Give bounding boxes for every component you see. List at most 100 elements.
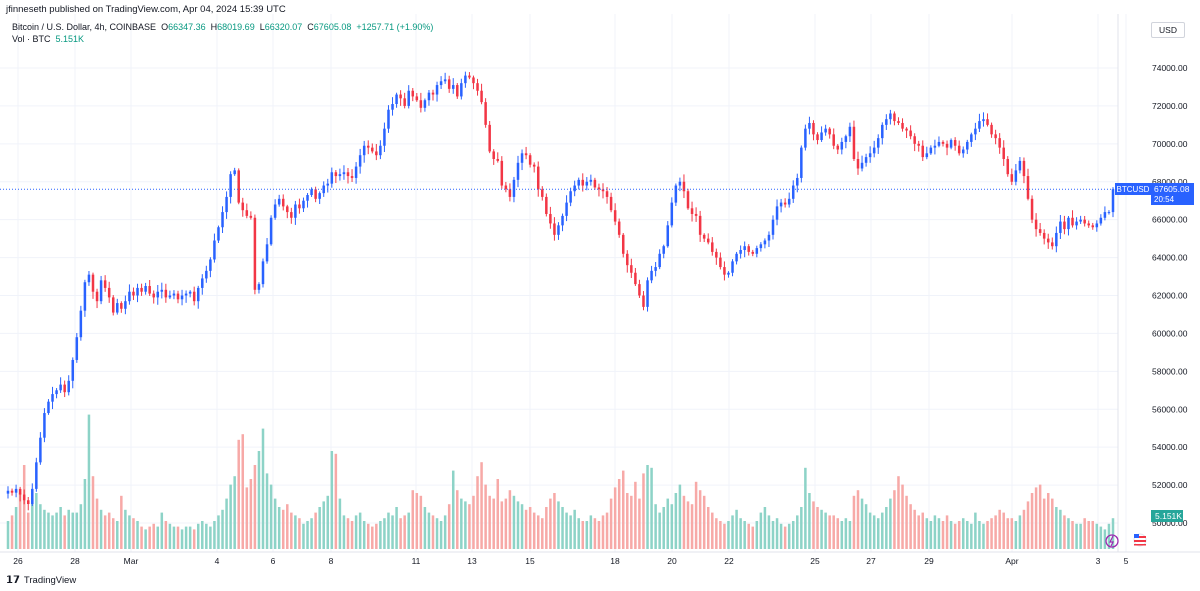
candle-body (480, 90, 483, 103)
candle-body (326, 183, 330, 186)
volume-bar (1079, 523, 1082, 549)
candle-body (520, 153, 524, 163)
volume-bars (6, 414, 1115, 549)
candle-body (686, 191, 690, 209)
volume-bar (787, 523, 791, 549)
volume-bar (808, 493, 811, 549)
candlesticks (6, 71, 1115, 511)
volume-bar (949, 521, 953, 549)
volume-bar (221, 509, 224, 549)
volume-bar (488, 495, 491, 549)
candle-body (1111, 189, 1115, 213)
volume-bar (840, 521, 844, 549)
candle-body (994, 134, 997, 139)
candle-body (723, 267, 726, 275)
volume-bar (885, 507, 888, 549)
candle-body (957, 145, 961, 154)
volume-bar (601, 515, 605, 549)
candle-body (387, 109, 390, 129)
volume-bar (188, 526, 192, 549)
volume-bar (966, 521, 969, 549)
volume-bar (358, 512, 362, 549)
volume-bar (1059, 509, 1062, 549)
volume-bar (1030, 493, 1034, 549)
price-axis[interactable]: 50000.00 52000.00 54000.00 56000.00 58000.00… (1152, 63, 1188, 528)
candle-body (10, 490, 14, 493)
volume-bar (779, 523, 783, 549)
volume-bar (990, 518, 993, 549)
candle-body (116, 303, 119, 313)
volume-bar (83, 479, 87, 549)
candle-body (136, 287, 139, 296)
candle-body (314, 189, 317, 199)
candle-body (593, 179, 597, 188)
candle-body (929, 147, 933, 154)
price-tick-label: 52000.00 (1152, 480, 1188, 490)
candle-body (933, 145, 937, 148)
candle-body (1022, 160, 1026, 177)
volume-bar (290, 512, 293, 549)
volume-bar (160, 512, 164, 549)
volume-bar (621, 470, 625, 549)
volume-bar (496, 479, 500, 549)
price-tag-countdown: 20:54 (1154, 195, 1175, 204)
candle-body (423, 100, 427, 108)
volume-bar (957, 521, 961, 549)
candle-body (961, 149, 965, 154)
volume-bar (541, 518, 544, 549)
candle-body (492, 151, 495, 159)
candle-body (55, 390, 58, 395)
time-axis[interactable]: 26 28 Mar 4 6 8 11 13 15 18 20 22 25 27 29 Apr 3 5 (13, 556, 1128, 566)
time-tick-label: 28 (70, 556, 80, 566)
volume-bar (743, 521, 746, 549)
price-tick-label: 66000.00 (1152, 215, 1188, 225)
candle-body (715, 251, 718, 258)
volume-bar (536, 515, 540, 549)
volume-bar (860, 498, 864, 549)
volume-bar (711, 512, 714, 549)
candle-body (727, 272, 730, 275)
currency-button[interactable]: USD (1151, 22, 1185, 38)
candle-body (1067, 217, 1070, 230)
candle-body (6, 490, 10, 494)
price-tick-label: 62000.00 (1152, 291, 1188, 301)
volume-value: 5.151K (55, 34, 85, 44)
volume-bar (362, 521, 366, 549)
volume-bar (120, 495, 123, 549)
candle-body (140, 287, 143, 292)
change-value: +1257.71 (+1.90%) (356, 22, 434, 32)
candle-body (128, 291, 131, 302)
candle-body (229, 174, 232, 197)
volume-bar (419, 495, 423, 549)
candle-body (22, 494, 26, 501)
candle-body (812, 122, 815, 135)
volume-bar (144, 529, 147, 549)
volume-bar (379, 521, 382, 549)
volume-bar (391, 515, 394, 549)
candle-body (626, 253, 629, 266)
candle-body (411, 90, 415, 97)
volume-bar (326, 495, 330, 549)
volume-bar (387, 512, 390, 549)
candle-body (779, 202, 783, 207)
candle-body (456, 85, 459, 97)
volume-bar (245, 487, 249, 549)
price-tick-label: 56000.00 (1152, 404, 1188, 414)
volume-bar (504, 498, 508, 549)
candle-body (573, 185, 576, 192)
candle-body (168, 295, 172, 298)
volume-bar (241, 434, 245, 549)
time-tick-label: 8 (329, 556, 334, 566)
candle-body (868, 153, 872, 158)
candle-body (35, 462, 38, 489)
volume-bar (411, 490, 415, 549)
candle-body (237, 170, 240, 203)
volume-bar (876, 518, 880, 549)
volume-bar (342, 515, 346, 549)
lightning-icon[interactable] (1105, 534, 1119, 548)
us-flag-icon[interactable] (1133, 533, 1147, 547)
candle-body (59, 384, 62, 391)
volume-bar (1063, 515, 1066, 549)
candle-body (362, 145, 366, 156)
